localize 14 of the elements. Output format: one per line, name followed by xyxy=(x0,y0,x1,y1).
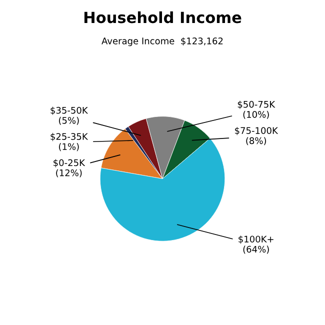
data-label: (10%) xyxy=(243,110,269,119)
slice-label: $25-35K xyxy=(50,132,88,142)
slice-label: $35-50K xyxy=(50,106,88,115)
slice-label: $75-100K xyxy=(235,126,278,136)
data-label: (64%) xyxy=(243,246,269,254)
slice-label: $50-75K xyxy=(238,100,276,109)
data-label: (1%) xyxy=(58,143,79,152)
slice-label: $100K+ xyxy=(238,236,274,244)
data-label: (5%) xyxy=(58,116,79,125)
data-label: (8%) xyxy=(246,137,266,146)
chart-title: Household Income xyxy=(84,11,242,24)
chart-subtitle: Average Income $123,162 xyxy=(102,37,223,46)
data-label: (12%) xyxy=(56,169,82,178)
slice-label: $0-25K xyxy=(54,159,86,168)
